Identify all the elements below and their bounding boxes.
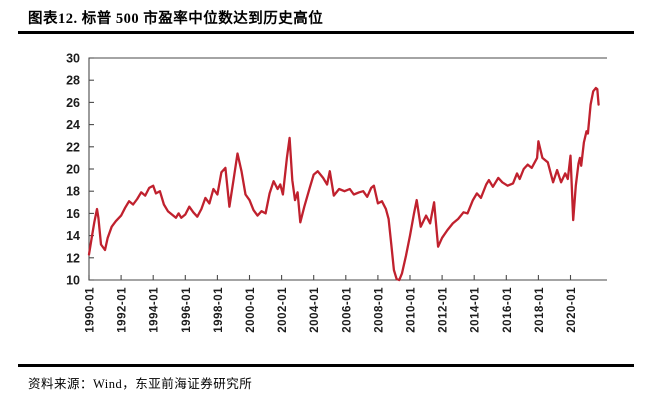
- svg-text:2002-01: 2002-01: [277, 287, 289, 333]
- svg-text:2000-01: 2000-01: [245, 287, 257, 333]
- y-axis: 10 12 14 16 18 20 22 24 26 28 30: [66, 52, 94, 288]
- x-axis: 1990-01 1992-01 1994-01 1996-01 1998-01 2000-…: [85, 275, 578, 333]
- chart-area: 10 12 14 16 18 20 22 24 26 28 30 1990-01 1992-01 1994…: [0, 38, 652, 363]
- svg-text:24: 24: [66, 118, 80, 132]
- svg-text:2006-01: 2006-01: [341, 287, 353, 333]
- svg-text:1996-01: 1996-01: [181, 287, 193, 333]
- svg-text:2018-01: 2018-01: [534, 287, 546, 333]
- svg-text:16: 16: [66, 207, 80, 221]
- footer-rule: [18, 364, 634, 367]
- svg-text:30: 30: [66, 52, 80, 66]
- chart-title: 图表12. 标普 500 市盈率中位数达到历史高位: [28, 11, 324, 27]
- svg-text:2004-01: 2004-01: [309, 287, 321, 333]
- svg-text:26: 26: [66, 96, 80, 110]
- plot-frame: [88, 57, 607, 281]
- svg-text:12: 12: [66, 251, 80, 265]
- pe-median-line: [87, 86, 600, 282]
- svg-text:1994-01: 1994-01: [149, 287, 161, 333]
- svg-text:2010-01: 2010-01: [406, 287, 418, 333]
- svg-text:1990-01: 1990-01: [85, 287, 97, 333]
- title-underline: [18, 31, 634, 34]
- pe-median-line-chart: 10 12 14 16 18 20 22 24 26 28 30 1990-01 1992-01 1994…: [66, 52, 607, 333]
- svg-text:2012-01: 2012-01: [438, 287, 450, 333]
- svg-text:28: 28: [66, 74, 80, 88]
- svg-text:2014-01: 2014-01: [470, 287, 482, 333]
- svg-text:22: 22: [66, 140, 80, 154]
- source-note: 资料来源：Wind，东亚前海证券研究所: [28, 377, 253, 391]
- svg-text:18: 18: [66, 185, 80, 199]
- svg-text:2008-01: 2008-01: [373, 287, 385, 333]
- svg-text:1998-01: 1998-01: [213, 287, 225, 333]
- svg-text:20: 20: [66, 163, 80, 177]
- svg-text:1992-01: 1992-01: [117, 287, 129, 333]
- svg-text:10: 10: [66, 274, 80, 288]
- svg-text:14: 14: [66, 229, 80, 243]
- svg-text:2020-01: 2020-01: [566, 287, 578, 333]
- svg-text:2016-01: 2016-01: [502, 287, 514, 333]
